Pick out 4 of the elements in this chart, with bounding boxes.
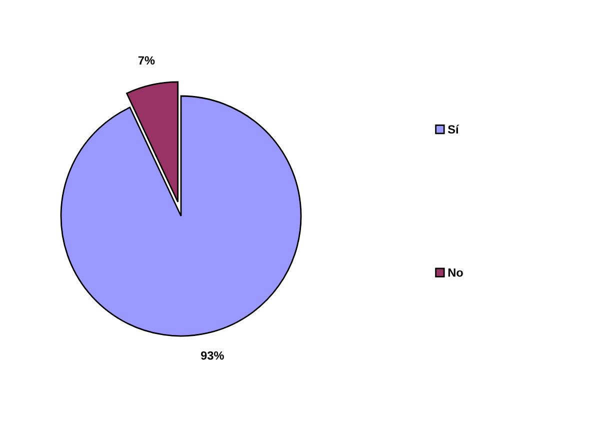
data-label: 7% xyxy=(138,56,155,65)
legend-label: No xyxy=(448,268,463,277)
legend-label: Sí xyxy=(448,124,460,134)
data-label: 93% xyxy=(201,351,224,360)
